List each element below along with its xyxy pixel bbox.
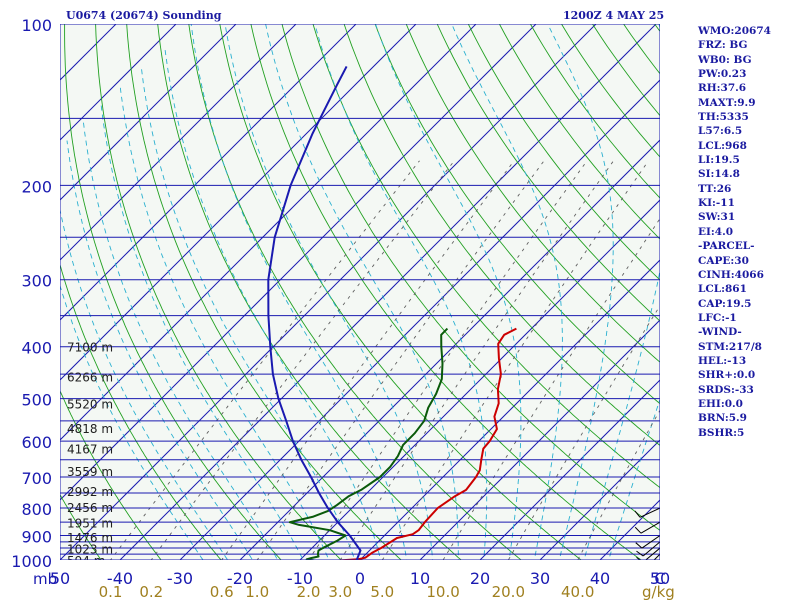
observation-time: 1200Z 4 MAY 25: [563, 9, 664, 22]
mixing-ratio-unit-label: g/kg: [642, 583, 675, 600]
pressure-tick-label: 800: [21, 500, 52, 519]
height-label: 7100 m: [67, 341, 113, 355]
index-item: WB0: BG: [698, 53, 798, 67]
index-item: LFC:-1: [698, 311, 798, 325]
index-item: PW:0.23: [698, 67, 798, 81]
mixing-ratio-label: 0.1: [99, 583, 123, 600]
index-item: EI:4.0: [698, 225, 798, 239]
height-label: 2456 m: [67, 501, 113, 515]
index-item: TH:5335: [698, 110, 798, 124]
index-item: CAPE:30: [698, 254, 798, 268]
temperature-tick-label: 30: [530, 569, 550, 588]
mixing-ratio-label: 10.0: [426, 583, 459, 600]
index-item: HEL:-13: [698, 354, 798, 368]
index-item: -WIND-: [698, 325, 798, 339]
index-item: RH:37.6: [698, 81, 798, 95]
height-label: 3559 m: [67, 465, 113, 479]
pressure-tick-label: 900: [21, 528, 52, 547]
mixing-ratio-label: 2.0: [297, 583, 321, 600]
pressure-tick-label: 1000: [11, 552, 52, 571]
index-item: -PARCEL-: [698, 239, 798, 253]
height-label: 6266 m: [67, 371, 113, 385]
pressure-tick-label: 200: [21, 177, 52, 196]
mixing-ratio-label: 1.0: [245, 583, 269, 600]
mixing-ratio-label: 40.0: [561, 583, 594, 600]
temperature-tick-label: -30: [167, 569, 193, 588]
index-item: TT:26: [698, 182, 798, 196]
index-item: BSHR:5: [698, 426, 798, 440]
temperature-tick-label: 0: [355, 569, 365, 588]
temperature-tick-label: 50: [50, 569, 70, 588]
index-item: CINH:4066: [698, 268, 798, 282]
mixing-ratio-label: 5.0: [370, 583, 394, 600]
mixing-ratio-label: 3.0: [328, 583, 352, 600]
mixing-ratio-label: 0.6: [210, 583, 234, 600]
index-item: SHR+:0.0: [698, 368, 798, 382]
index-item: LCL:968: [698, 139, 798, 153]
chart-title: U0674 (20674) Sounding: [66, 9, 221, 22]
index-item: SRDS:-33: [698, 383, 798, 397]
height-label: 4818 m: [67, 422, 113, 436]
pressure-tick-label: 300: [21, 272, 52, 291]
height-label: 1951 m: [67, 517, 113, 531]
index-item: MAXT:9.9: [698, 96, 798, 110]
index-item: LI:19.5: [698, 153, 798, 167]
index-item: WMO:20674: [698, 24, 798, 38]
height-label: 5520 m: [67, 397, 113, 411]
index-item: KI:-11: [698, 196, 798, 210]
pressure-tick-label: 100: [21, 16, 52, 35]
index-item: BRN:5.9: [698, 411, 798, 425]
mixing-ratio-label: 20.0: [492, 583, 525, 600]
index-item: STM:217/8: [698, 340, 798, 354]
height-label: 2992 m: [67, 485, 113, 499]
height-label: 4167 m: [67, 443, 113, 457]
pressure-tick-label: 400: [21, 339, 52, 358]
index-item: SI:14.8: [698, 167, 798, 181]
temperature-tick-label: 20: [470, 569, 490, 588]
index-item: L57:6.5: [698, 124, 798, 138]
index-item: LCL:861: [698, 282, 798, 296]
pressure-tick-label: 500: [21, 391, 52, 410]
mixing-ratio-label: 0.2: [139, 583, 163, 600]
index-item: SW:31: [698, 210, 798, 224]
pressure-tick-label: 700: [21, 469, 52, 488]
index-item: CAP:19.5: [698, 297, 798, 311]
index-item: FRZ: BG: [698, 38, 798, 52]
pressure-tick-label: 600: [21, 433, 52, 452]
index-item: EHI:0.0: [698, 397, 798, 411]
